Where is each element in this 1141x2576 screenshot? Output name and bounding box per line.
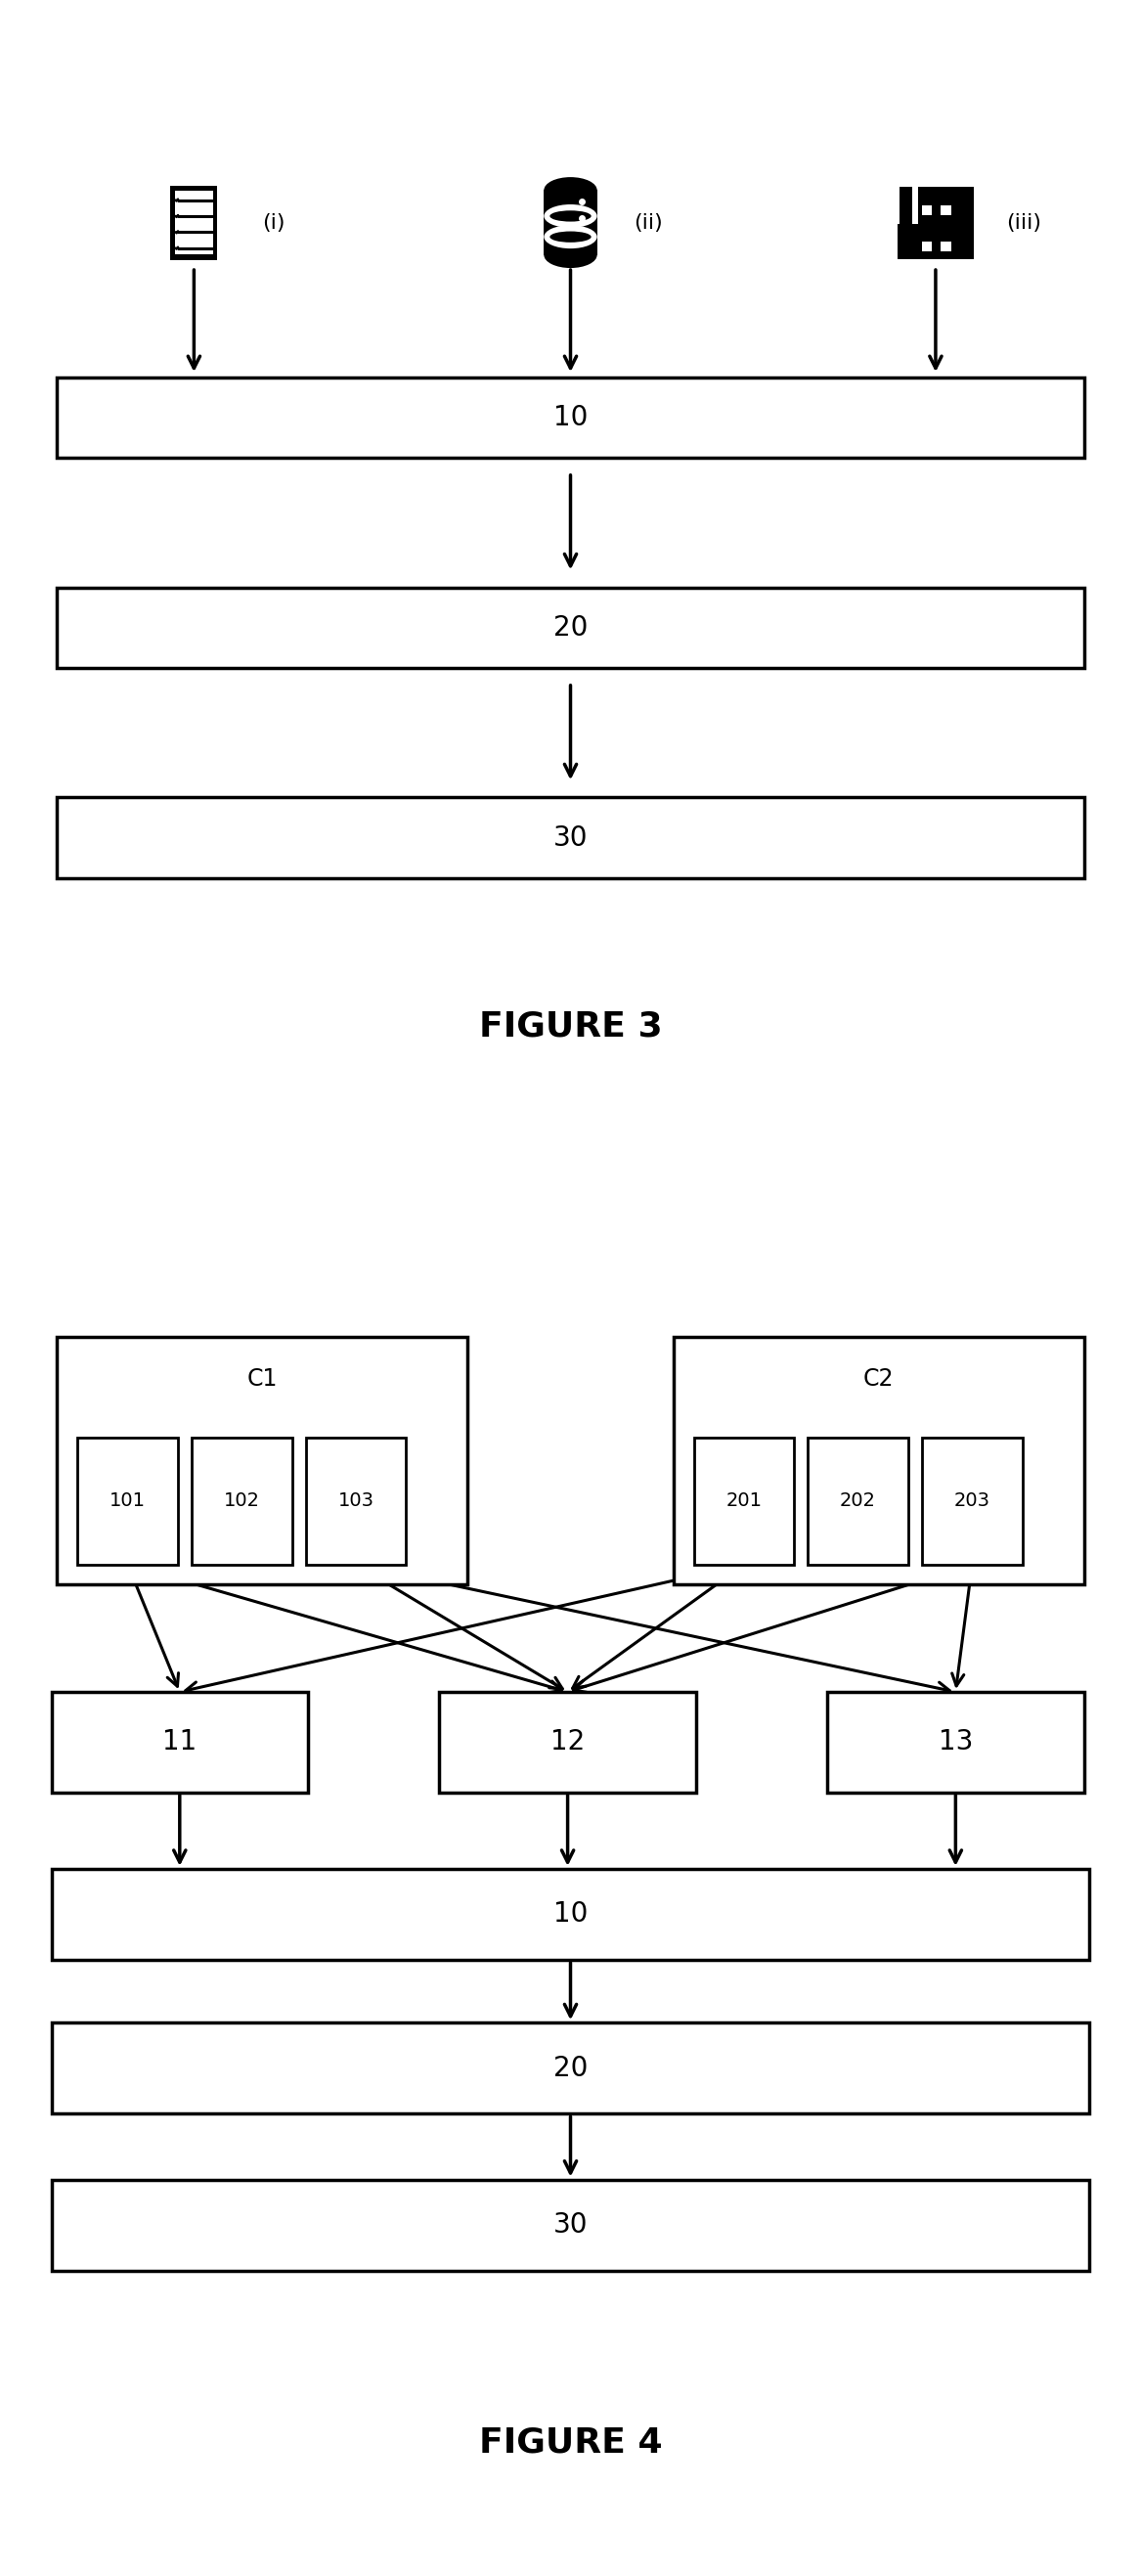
Bar [57,587,1084,667]
Text: (i): (i) [262,214,285,232]
Bar [899,185,913,240]
Text: 11: 11 [162,1728,197,1757]
Bar [170,185,218,260]
Text: (iii): (iii) [1006,214,1042,232]
Bar [51,1868,1090,1960]
Text: C1: C1 [248,1368,277,1391]
Bar [922,206,932,216]
Bar [57,376,1084,459]
Text: 30: 30 [553,824,588,853]
Bar [78,1437,178,1564]
Polygon shape [917,185,974,224]
Text: FIGURE 3: FIGURE 3 [479,1010,662,1043]
Text: 101: 101 [110,1492,146,1510]
Bar [922,242,932,252]
Text: 102: 102 [224,1492,260,1510]
Bar [51,2179,1090,2269]
Ellipse shape [544,204,597,227]
Ellipse shape [550,211,591,222]
Text: FIGURE 4: FIGURE 4 [479,2427,662,2458]
Bar [897,224,974,258]
Bar [51,2022,1090,2115]
Text: 201: 201 [726,1492,762,1510]
Text: 30: 30 [553,2210,588,2239]
Bar [922,1437,1022,1564]
Bar [673,1337,1084,1584]
Bar [51,1692,308,1793]
Text: 103: 103 [338,1492,374,1510]
Text: 20: 20 [553,2056,588,2081]
Bar [941,242,950,252]
Bar [827,1692,1084,1793]
Text: 13: 13 [938,1728,973,1757]
Bar [694,1437,794,1564]
Bar [57,1337,468,1584]
Text: C2: C2 [864,1368,893,1391]
Text: (ii): (ii) [633,214,662,232]
Bar [192,1437,292,1564]
Text: 12: 12 [550,1728,585,1757]
Bar [57,799,1084,878]
Text: 202: 202 [840,1492,876,1510]
Bar [808,1437,908,1564]
Text: 10: 10 [553,1901,588,1927]
Text: 203: 203 [954,1492,990,1510]
Bar [176,191,212,255]
Text: 20: 20 [553,613,588,641]
Bar [306,1437,406,1564]
Ellipse shape [550,232,591,242]
Ellipse shape [544,242,597,268]
Bar [941,206,950,216]
Ellipse shape [544,178,597,204]
Text: 10: 10 [553,404,588,430]
Bar [544,191,597,255]
Ellipse shape [544,224,597,247]
Bar [439,1692,696,1793]
